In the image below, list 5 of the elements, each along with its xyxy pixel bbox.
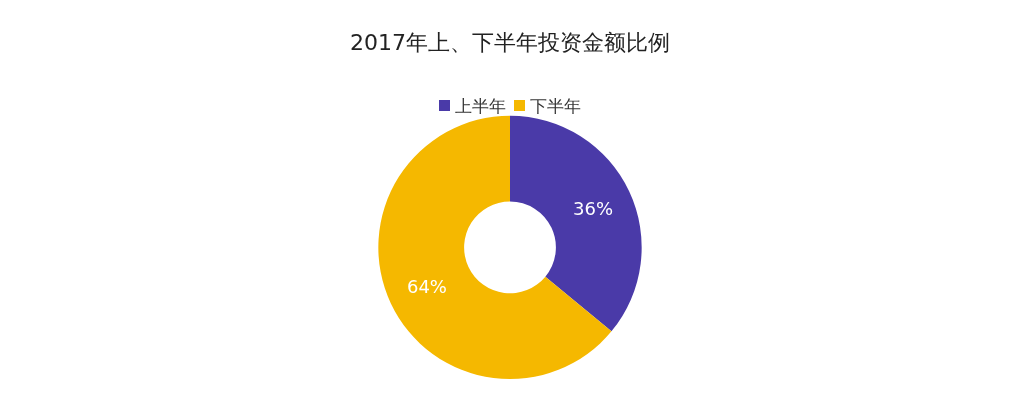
chart-title: 2017年上、下半年投资金额比例 <box>350 29 670 55</box>
data-label: 64% <box>406 275 447 297</box>
data-label: 36% <box>573 197 614 219</box>
legend-label: 下半年 <box>530 95 581 116</box>
legend-label: 上半年 <box>455 95 506 116</box>
